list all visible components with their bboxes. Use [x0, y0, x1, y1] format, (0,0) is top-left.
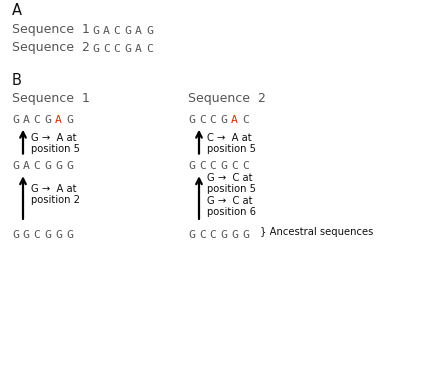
Text: A: A [230, 115, 237, 125]
Text: G: G [220, 161, 227, 172]
Text: Sequence  2: Sequence 2 [187, 92, 265, 105]
Text: G: G [146, 26, 152, 36]
Text: C: C [230, 161, 237, 172]
Text: G: G [124, 44, 131, 53]
Text: A: A [135, 44, 142, 53]
Text: C: C [33, 230, 40, 240]
Text: G: G [23, 230, 30, 240]
Text: G: G [230, 230, 237, 240]
Text: G →  C at: G → C at [207, 196, 252, 206]
Text: C: C [209, 230, 216, 240]
Text: G: G [124, 26, 131, 36]
Text: C: C [241, 161, 248, 172]
Text: G: G [187, 230, 194, 240]
Text: A: A [55, 115, 62, 125]
Text: G: G [44, 230, 51, 240]
Text: G: G [55, 230, 62, 240]
Text: G: G [92, 26, 99, 36]
Text: Sequence  1: Sequence 1 [12, 23, 90, 36]
Text: } Ancestral sequences: } Ancestral sequences [260, 227, 372, 236]
Text: Sequence  1: Sequence 1 [12, 92, 90, 105]
Text: G: G [55, 161, 62, 172]
Text: G: G [241, 230, 248, 240]
Text: G: G [44, 161, 51, 172]
Text: G: G [12, 230, 19, 240]
Text: A: A [12, 3, 22, 18]
Text: position 2: position 2 [31, 195, 80, 205]
Text: G: G [66, 115, 73, 125]
Text: B: B [12, 73, 22, 88]
Text: C: C [198, 161, 205, 172]
Text: A: A [135, 26, 142, 36]
Text: position 6: position 6 [207, 207, 256, 217]
Text: G →  C at: G → C at [207, 173, 252, 183]
Text: G →  A at: G → A at [31, 133, 76, 142]
Text: A: A [23, 161, 30, 172]
Text: C: C [113, 26, 120, 36]
Text: C: C [198, 230, 205, 240]
Text: G: G [187, 161, 194, 172]
Text: G: G [92, 44, 99, 53]
Text: G: G [12, 161, 19, 172]
Text: C: C [146, 44, 152, 53]
Text: G: G [66, 161, 73, 172]
Text: G: G [220, 230, 227, 240]
Text: position 5: position 5 [207, 144, 256, 154]
Text: G: G [12, 115, 19, 125]
Text: G: G [66, 230, 73, 240]
Text: C: C [241, 115, 248, 125]
Text: G →  A at: G → A at [31, 184, 76, 194]
Text: C →  A at: C → A at [207, 133, 251, 142]
Text: C: C [113, 44, 120, 53]
Text: G: G [220, 115, 227, 125]
Text: C: C [198, 115, 205, 125]
Text: C: C [102, 44, 109, 53]
Text: C: C [33, 161, 40, 172]
Text: position 5: position 5 [207, 184, 256, 194]
Text: Sequence  2: Sequence 2 [12, 40, 90, 53]
Text: A: A [23, 115, 30, 125]
Text: C: C [209, 115, 216, 125]
Text: G: G [187, 115, 194, 125]
Text: A: A [102, 26, 109, 36]
Text: C: C [33, 115, 40, 125]
Text: G: G [44, 115, 51, 125]
Text: C: C [209, 161, 216, 172]
Text: position 5: position 5 [31, 144, 80, 154]
